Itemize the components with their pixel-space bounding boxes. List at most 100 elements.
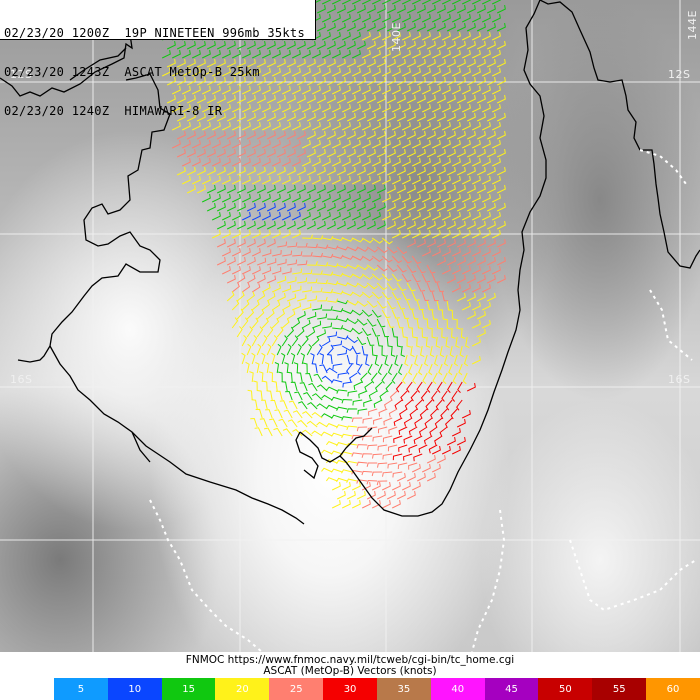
wind-barb	[181, 50, 191, 59]
wind-barb	[446, 185, 456, 194]
wind-barb	[201, 68, 211, 77]
wind-barb	[432, 372, 438, 385]
wind-barb	[429, 426, 438, 437]
wind-barb	[331, 432, 343, 437]
wind-barb	[486, 185, 496, 194]
wind-barb	[406, 23, 416, 32]
wind-barb	[246, 274, 256, 284]
wind-barb	[396, 246, 408, 255]
wind-barb	[288, 400, 298, 410]
wind-barb	[486, 257, 496, 266]
wind-barb	[276, 292, 286, 302]
wind-barb	[271, 50, 281, 59]
wind-barb	[388, 426, 398, 435]
wind-barb	[391, 86, 401, 95]
wind-barb	[376, 113, 386, 122]
wind-barb	[496, 131, 506, 140]
wind-barb	[216, 77, 226, 86]
wind-barb	[411, 0, 421, 5]
wind-barb	[401, 122, 411, 131]
wind-barb	[391, 372, 398, 384]
wind-barb	[391, 194, 401, 203]
wind-barb	[459, 345, 464, 358]
wind-barb	[251, 86, 261, 95]
wind-barb	[481, 176, 491, 185]
wind-barb	[206, 95, 216, 104]
wind-barb	[336, 167, 346, 176]
wind-barb	[216, 149, 226, 158]
wind-barb	[349, 372, 358, 382]
wind-barb	[391, 0, 401, 5]
wind-barb	[296, 41, 306, 50]
wind-barb	[436, 185, 446, 194]
wind-barb	[390, 345, 396, 357]
wind-barb	[274, 409, 283, 419]
wind-barb	[292, 302, 302, 311]
wind-barb	[291, 104, 301, 113]
wind-barb	[466, 239, 476, 248]
wind-barb	[393, 435, 403, 444]
wind-barb	[259, 418, 268, 428]
wind-barb	[321, 176, 331, 185]
wind-barb	[366, 246, 379, 253]
wind-barb	[327, 263, 339, 268]
wind-barb	[336, 221, 346, 230]
wind-barb	[296, 59, 306, 68]
wind-barb	[306, 203, 316, 212]
wind-barb	[236, 95, 246, 104]
wind-barb	[346, 185, 356, 194]
wind-barb	[461, 194, 471, 203]
wind-barb	[441, 50, 451, 59]
wind-barb	[435, 399, 443, 411]
wind-barb	[411, 230, 421, 239]
wind-barb	[361, 327, 372, 337]
wind-barb	[486, 203, 496, 212]
wind-barb	[341, 104, 351, 113]
wind-barb	[246, 149, 256, 158]
wind-barb	[376, 264, 388, 272]
wind-barb	[351, 434, 363, 440]
wind-barb	[236, 221, 246, 230]
wind-barb	[456, 257, 466, 266]
wind-barb	[456, 399, 463, 411]
wind-barb	[456, 5, 466, 14]
wind-barb	[421, 291, 430, 302]
wind-barb	[336, 459, 348, 465]
wind-barb	[266, 239, 276, 248]
wind-barb	[366, 462, 378, 467]
wind-barb	[372, 435, 383, 442]
wind-barb	[321, 122, 331, 131]
wind-barb	[221, 104, 231, 113]
wind-barb	[376, 491, 386, 500]
wind-barb	[420, 345, 425, 358]
wind-barb	[386, 95, 396, 104]
wind-barb	[476, 131, 486, 140]
wind-barb	[461, 212, 471, 221]
wind-barb	[336, 442, 348, 447]
wind-barb	[425, 399, 433, 411]
wind-barb	[421, 140, 431, 149]
wind-barb	[471, 284, 481, 293]
wind-barb	[371, 68, 381, 77]
wind-barb	[321, 431, 333, 437]
wind-barb	[364, 381, 373, 392]
wind-barb	[191, 158, 201, 167]
wind-barb	[466, 257, 476, 266]
wind-barb	[486, 167, 496, 176]
wind-barb	[246, 221, 256, 230]
wind-barb	[436, 41, 446, 50]
wind-barb	[466, 275, 476, 284]
wind-barb	[431, 140, 441, 149]
wind-barb	[262, 266, 272, 275]
wind-barb	[436, 257, 446, 266]
wind-barb	[421, 273, 431, 283]
wind-barb	[231, 176, 241, 185]
wind-barb	[305, 372, 313, 383]
wind-barb	[476, 185, 486, 194]
wind-barb	[386, 41, 396, 50]
wind-barb	[256, 309, 265, 320]
wind-barb	[408, 462, 418, 470]
wind-barb	[431, 390, 438, 402]
wind-barb	[401, 158, 411, 167]
wind-barb	[371, 0, 381, 5]
